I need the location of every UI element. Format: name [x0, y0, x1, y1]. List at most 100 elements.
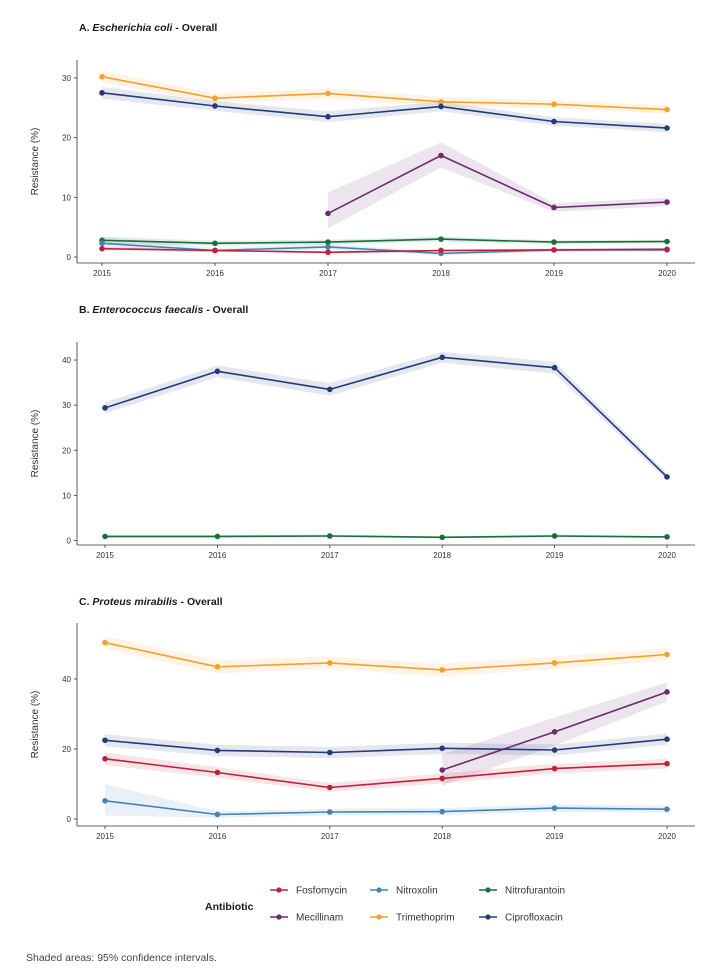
panel-a: A. Escherichia coli - Overall 0 10 20 30 2015…	[30, 22, 695, 278]
ci-band-ciprofloxacin	[105, 733, 667, 759]
data-point-ciprofloxacin	[327, 749, 333, 756]
data-point-trimethoprim	[551, 660, 558, 666]
data-point-nitroxolin	[214, 811, 221, 818]
data-point-nitroxolin	[327, 809, 333, 815]
data-point-mecillinam	[551, 729, 558, 735]
data-point-trimethoprim	[212, 95, 218, 102]
data-point-fosfomycin	[664, 246, 670, 253]
panel-title-prefix: C.	[79, 596, 92, 608]
y-tick-label: 0	[67, 815, 72, 824]
data-point-trimethoprim	[325, 90, 331, 97]
legend: Antibiotic Fosfomycin Nitroxolin Nitrofuran…	[205, 886, 565, 924]
data-point-ciprofloxacin	[551, 747, 558, 753]
legend-marker-nitrofurantoin	[485, 887, 491, 893]
legend-label-mecillinam: Mecillinam	[296, 913, 343, 924]
series-line-mecillinam	[327, 154, 668, 215]
legend-label-trimethoprim: Trimethoprim	[396, 913, 455, 924]
data-point-ciprofloxacin	[439, 354, 446, 361]
y-tick-label: 0	[67, 253, 72, 262]
legend-marker-nitroxolin	[376, 887, 382, 893]
ci-band-trimethoprim	[105, 636, 667, 677]
series-line-ciprofloxacin	[104, 738, 668, 754]
panel-title-suffix: - Overall	[178, 596, 223, 608]
legend-marker-fosfomycin	[276, 887, 282, 893]
x-tick-label: 2018	[433, 832, 451, 841]
x-tick-label: 2017	[319, 269, 337, 278]
data-point-fosfomycin	[438, 247, 444, 254]
data-point-ciprofloxacin	[551, 364, 558, 371]
data-point-fosfomycin	[102, 756, 108, 762]
panel-title-suffix: - Overall	[172, 22, 217, 34]
x-tick-label: 2019	[545, 269, 563, 278]
series-line-nitrofurantoin	[101, 238, 668, 245]
series-line-nitrofurantoin	[105, 535, 668, 539]
data-point-fosfomycin	[214, 769, 221, 776]
x-tick-label: 2015	[93, 269, 111, 278]
data-point-nitrofurantoin	[551, 239, 557, 245]
panel-title-suffix: - Overall	[203, 304, 248, 316]
panel-b: B. Enterococcus faecalis - Overall 0 10 20 3…	[30, 304, 695, 560]
ci-band-fosfomycin	[102, 246, 667, 254]
data-point-fosfomycin	[551, 247, 557, 253]
series-line-ciprofloxacin	[104, 356, 668, 478]
x-tick-label: 2015	[96, 551, 114, 560]
data-point-fosfomycin	[212, 247, 218, 254]
data-point-ciprofloxacin	[327, 386, 333, 393]
x-tick-label: 2017	[321, 832, 339, 841]
legend-title: Antibiotic	[205, 901, 254, 913]
x-tick-label: 2020	[658, 269, 676, 278]
data-point-ciprofloxacin	[214, 368, 221, 375]
data-point-trimethoprim	[439, 667, 446, 673]
panel-title-organism: Proteus mirabilis	[92, 596, 177, 608]
data-point-nitrofurantoin	[327, 533, 333, 539]
panel-title: B. Enterococcus faecalis - Overall	[79, 304, 248, 316]
data-point-nitrofurantoin	[438, 236, 444, 242]
data-point-ciprofloxacin	[102, 405, 108, 411]
data-point-nitrofurantoin	[439, 534, 446, 541]
data-point-nitrofurantoin	[214, 533, 221, 540]
series-line-nitroxolin	[104, 800, 668, 816]
data-point-nitroxolin	[99, 240, 105, 247]
data-point-nitrofurantoin	[664, 534, 670, 540]
y-tick-label: 30	[62, 401, 71, 410]
legend-marker-trimethoprim	[376, 914, 382, 920]
data-point-ciprofloxacin	[551, 118, 557, 125]
data-point-trimethoprim	[102, 639, 108, 646]
data-point-fosfomycin	[325, 249, 331, 256]
y-tick-label: 10	[62, 193, 71, 202]
x-tick-label: 2018	[432, 269, 450, 278]
data-point-nitrofurantoin	[102, 533, 108, 540]
data-point-trimethoprim	[327, 660, 333, 666]
data-point-nitroxolin	[102, 798, 108, 804]
data-point-ciprofloxacin	[664, 125, 670, 131]
panel-title: A. Escherichia coli - Overall	[79, 22, 217, 34]
data-point-fosfomycin	[664, 760, 670, 767]
data-point-mecillinam	[664, 199, 670, 205]
ci-band-ciprofloxacin	[105, 351, 667, 481]
data-point-mecillinam	[439, 767, 446, 773]
data-point-trimethoprim	[551, 101, 557, 107]
legend-marker-ciprofloxacin	[485, 914, 491, 920]
x-tick-label: 2016	[209, 551, 227, 560]
x-tick-label: 2016	[209, 832, 227, 841]
y-tick-label: 20	[62, 745, 71, 754]
data-point-nitroxolin	[664, 806, 670, 812]
data-point-fosfomycin	[439, 775, 446, 782]
data-point-nitrofurantoin	[664, 238, 670, 245]
data-point-nitrofurantoin	[551, 533, 558, 539]
data-point-trimethoprim	[664, 106, 670, 113]
y-axis-label: Resistance (%)	[30, 128, 41, 196]
data-point-ciprofloxacin	[438, 103, 444, 110]
x-tick-label: 2019	[546, 832, 564, 841]
ci-band-mecillinam	[328, 142, 667, 229]
panel-title: C. Proteus mirabilis - Overall	[79, 596, 223, 608]
data-point-ciprofloxacin	[664, 474, 670, 480]
x-tick-label: 2020	[658, 551, 676, 560]
data-point-trimethoprim	[99, 73, 105, 80]
y-tick-label: 0	[67, 536, 72, 545]
data-point-nitrofurantoin	[325, 239, 331, 245]
panel-title-prefix: B.	[79, 304, 92, 316]
series-line-trimethoprim	[101, 75, 668, 111]
data-point-mecillinam	[325, 210, 331, 217]
legend-label-ciprofloxacin: Ciprofloxacin	[505, 913, 563, 924]
